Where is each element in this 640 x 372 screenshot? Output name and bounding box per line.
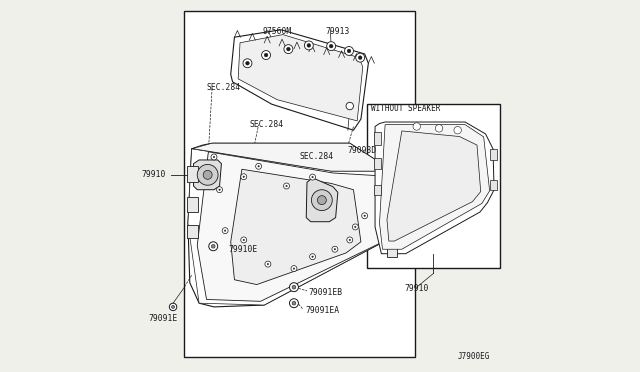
Circle shape [364, 215, 365, 217]
Circle shape [258, 166, 259, 167]
Circle shape [287, 47, 291, 51]
Circle shape [356, 53, 365, 62]
Circle shape [332, 246, 338, 252]
Circle shape [312, 256, 314, 257]
Circle shape [225, 230, 226, 231]
Circle shape [243, 59, 252, 68]
Circle shape [289, 299, 298, 308]
Circle shape [413, 123, 420, 130]
Text: 79091E: 79091E [149, 314, 178, 323]
Circle shape [310, 174, 316, 180]
Text: SEC.284: SEC.284 [250, 120, 284, 129]
Circle shape [312, 176, 314, 178]
Circle shape [347, 237, 353, 243]
Polygon shape [306, 178, 338, 222]
Circle shape [305, 41, 314, 50]
Circle shape [265, 261, 271, 267]
Polygon shape [231, 169, 361, 285]
Polygon shape [197, 152, 392, 301]
Circle shape [362, 213, 367, 219]
Circle shape [312, 190, 332, 211]
Text: SEC.284: SEC.284 [207, 83, 241, 92]
Text: 79910: 79910 [404, 284, 429, 293]
Circle shape [203, 170, 212, 179]
Bar [490, 149, 497, 160]
Circle shape [222, 228, 228, 234]
Circle shape [334, 248, 335, 250]
Circle shape [286, 185, 287, 187]
Text: 79910: 79910 [141, 170, 166, 179]
Bar [374, 132, 381, 145]
Circle shape [262, 51, 271, 60]
Circle shape [219, 189, 220, 190]
Text: 79910E: 79910E [229, 245, 258, 254]
Circle shape [310, 254, 316, 260]
Circle shape [211, 244, 215, 248]
Circle shape [330, 44, 333, 48]
Circle shape [454, 126, 461, 134]
Polygon shape [188, 143, 402, 307]
Circle shape [241, 237, 246, 243]
Bar [187, 197, 198, 212]
Circle shape [264, 53, 268, 57]
Bar [367, 104, 500, 268]
Circle shape [197, 164, 218, 185]
Circle shape [213, 156, 215, 158]
Circle shape [292, 285, 296, 289]
Polygon shape [380, 125, 490, 249]
Bar [187, 225, 198, 238]
Polygon shape [231, 30, 369, 130]
Text: 79091EA: 79091EA [305, 306, 339, 315]
Circle shape [241, 174, 246, 180]
Polygon shape [238, 35, 363, 121]
Circle shape [209, 242, 218, 251]
Bar [374, 158, 381, 169]
Circle shape [284, 45, 293, 54]
Circle shape [243, 239, 244, 241]
Circle shape [246, 61, 250, 65]
Text: 79091EB: 79091EB [309, 288, 343, 296]
Circle shape [255, 163, 262, 169]
Bar [490, 180, 497, 190]
Circle shape [284, 183, 289, 189]
Circle shape [344, 46, 353, 55]
Circle shape [353, 224, 358, 230]
Text: SEC.284: SEC.284 [300, 152, 333, 161]
Bar [187, 166, 198, 182]
Text: WITHOUT SPEAKER: WITHOUT SPEAKER [371, 104, 441, 113]
Circle shape [307, 44, 310, 47]
Circle shape [172, 305, 175, 308]
Circle shape [211, 154, 217, 160]
Circle shape [347, 49, 351, 53]
Circle shape [243, 176, 244, 177]
Bar [387, 214, 397, 227]
Circle shape [349, 239, 351, 241]
Circle shape [326, 42, 335, 51]
Circle shape [170, 303, 177, 311]
Polygon shape [191, 143, 387, 171]
Circle shape [291, 266, 297, 272]
Polygon shape [188, 149, 398, 305]
Text: 79913: 79913 [326, 27, 350, 36]
Bar [387, 186, 397, 201]
Circle shape [292, 301, 296, 305]
Bar [387, 246, 397, 257]
Text: 97560M: 97560M [262, 27, 292, 36]
Polygon shape [387, 131, 481, 241]
Polygon shape [193, 160, 221, 190]
Text: J7900EG: J7900EG [458, 352, 490, 361]
Circle shape [355, 226, 356, 228]
Circle shape [216, 187, 223, 193]
Circle shape [346, 102, 353, 110]
Circle shape [317, 196, 326, 205]
Circle shape [293, 268, 294, 269]
Circle shape [358, 56, 362, 60]
Bar [374, 185, 381, 195]
Text: 79093D: 79093D [348, 146, 377, 155]
Circle shape [267, 263, 269, 265]
Circle shape [289, 283, 298, 292]
Bar [184, 11, 415, 357]
Polygon shape [375, 122, 494, 254]
Circle shape [435, 125, 443, 132]
